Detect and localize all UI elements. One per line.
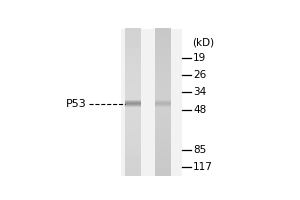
Text: P53: P53	[66, 99, 86, 109]
Text: 26: 26	[193, 70, 206, 80]
Text: 19: 19	[193, 53, 206, 63]
Text: 34: 34	[193, 87, 206, 97]
Bar	[121, 29, 182, 176]
Text: 117: 117	[193, 162, 213, 172]
Text: (kD): (kD)	[192, 37, 214, 47]
Text: 85: 85	[193, 145, 206, 155]
Text: 48: 48	[193, 105, 206, 115]
